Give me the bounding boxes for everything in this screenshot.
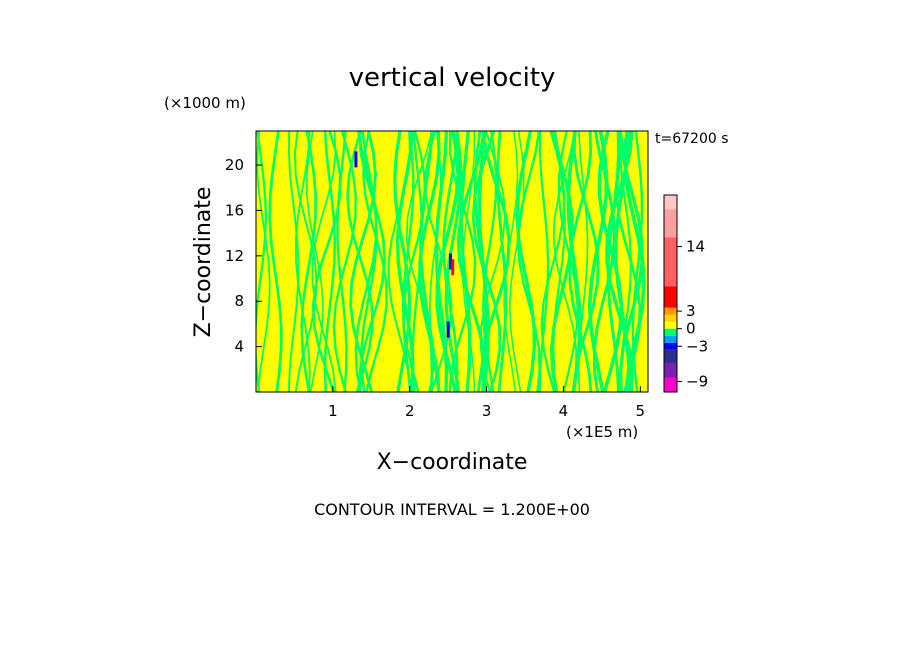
field-band xyxy=(402,131,427,392)
y-tick-label: 4 xyxy=(234,338,244,356)
field-band xyxy=(516,131,541,392)
colorbar-level xyxy=(664,335,677,343)
field-band xyxy=(428,131,442,392)
field-band xyxy=(496,131,508,392)
field-band xyxy=(509,131,525,392)
colorbar-tick-label: −3 xyxy=(686,337,708,355)
field-band xyxy=(538,131,550,392)
field-band xyxy=(362,131,388,392)
field-spots xyxy=(354,151,455,338)
colorbar xyxy=(663,194,678,393)
field-band xyxy=(332,131,357,392)
field-band xyxy=(479,131,506,392)
colorbar-level xyxy=(664,286,677,308)
x-axis-label: X−coordinate xyxy=(377,450,528,475)
contour-interval-note: CONTOUR INTERVAL = 1.200E+00 xyxy=(314,500,590,519)
y-unit-label: (×1000 m) xyxy=(164,94,246,112)
field-band xyxy=(294,131,311,392)
y-tick-label: 20 xyxy=(225,156,244,174)
x-tick-label: 3 xyxy=(482,402,492,420)
field-band xyxy=(358,131,386,392)
field-band xyxy=(482,131,498,392)
colorbar-level xyxy=(664,342,677,350)
time-label: t=67200 s xyxy=(655,131,729,147)
field-band xyxy=(323,131,337,392)
colorbar-tick-label: 14 xyxy=(686,238,705,256)
colorbar-ticks: 14 30−3 −9 xyxy=(677,238,708,390)
field-band xyxy=(568,131,593,392)
colorbar-level xyxy=(664,209,677,238)
colorbar-level xyxy=(664,349,677,364)
colorbar-level xyxy=(664,321,677,329)
field-band xyxy=(268,131,283,392)
x-unit-label: (×1E5 m) xyxy=(566,423,638,441)
field-band xyxy=(503,131,519,392)
field-band xyxy=(448,131,477,392)
field-band xyxy=(401,131,415,392)
field-band xyxy=(631,131,644,392)
y-tick-label: 8 xyxy=(234,292,244,310)
plot-frame xyxy=(255,130,649,393)
x-tick-label: 1 xyxy=(328,402,338,420)
field-band xyxy=(593,131,616,392)
field-extreme-spot xyxy=(448,253,452,270)
field-bands xyxy=(256,131,646,392)
plot-area xyxy=(255,130,649,393)
colorbar-level xyxy=(664,195,677,210)
colorbar-level xyxy=(664,377,677,392)
field-band xyxy=(287,131,300,392)
field-band xyxy=(256,131,268,392)
y-tick-label: 16 xyxy=(225,201,244,219)
field-band xyxy=(256,131,271,392)
colorbar-level xyxy=(664,237,677,287)
colorbar-frame xyxy=(663,194,678,393)
field-band xyxy=(471,131,502,392)
field-band xyxy=(300,131,318,392)
field-extreme-spot xyxy=(451,259,455,276)
colorbar-level xyxy=(664,307,677,315)
field-band xyxy=(354,131,378,392)
x-tick-label: 4 xyxy=(559,402,569,420)
field-band xyxy=(294,131,318,392)
colorbar-level xyxy=(664,363,677,378)
field-band xyxy=(480,131,511,392)
field-band xyxy=(311,131,337,392)
field-band xyxy=(360,131,378,392)
y-tick-label: 12 xyxy=(225,247,244,265)
x-axis-ticks: 1 2 3 4 5 xyxy=(328,386,645,420)
y-axis-label: Z−coordinate xyxy=(191,187,216,338)
chart-title: vertical velocity xyxy=(349,63,556,93)
field-band xyxy=(615,131,642,392)
field-band xyxy=(515,131,536,392)
field-extreme-spot xyxy=(354,151,358,168)
colorbar-tick-label: 0 xyxy=(686,320,696,338)
field-extreme-spot xyxy=(446,321,450,338)
colorbar-level xyxy=(664,328,677,336)
field-band xyxy=(336,131,348,392)
colorbar-tick-label: 3 xyxy=(686,302,696,320)
field-band xyxy=(572,131,600,392)
field-band xyxy=(435,131,460,392)
x-tick-label: 2 xyxy=(405,402,415,420)
field-band xyxy=(577,131,589,392)
field-band xyxy=(346,131,374,392)
x-tick-label: 5 xyxy=(636,402,646,420)
colorbar-tick-label: −9 xyxy=(686,372,708,390)
y-axis-ticks: 4 8 12 16 20 xyxy=(225,156,262,356)
field-band xyxy=(349,131,377,392)
field-band xyxy=(552,131,577,392)
colorbar-level xyxy=(664,314,677,322)
